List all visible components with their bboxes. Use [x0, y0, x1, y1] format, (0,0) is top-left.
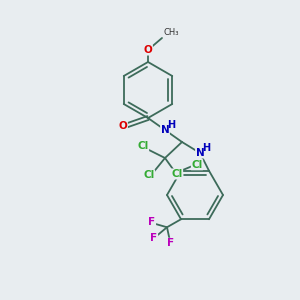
Text: Cl: Cl [191, 160, 203, 170]
Text: F: F [148, 217, 156, 227]
Text: Cl: Cl [137, 141, 148, 151]
Text: H: H [167, 120, 175, 130]
Text: O: O [118, 121, 127, 131]
Text: H: H [202, 143, 210, 153]
Text: CH₃: CH₃ [163, 28, 178, 37]
Text: Cl: Cl [171, 169, 183, 179]
Text: O: O [144, 45, 152, 55]
Text: F: F [167, 238, 175, 248]
Text: Cl: Cl [143, 170, 155, 180]
Text: F: F [150, 233, 158, 243]
Text: N: N [160, 125, 169, 135]
Text: N: N [196, 148, 204, 158]
